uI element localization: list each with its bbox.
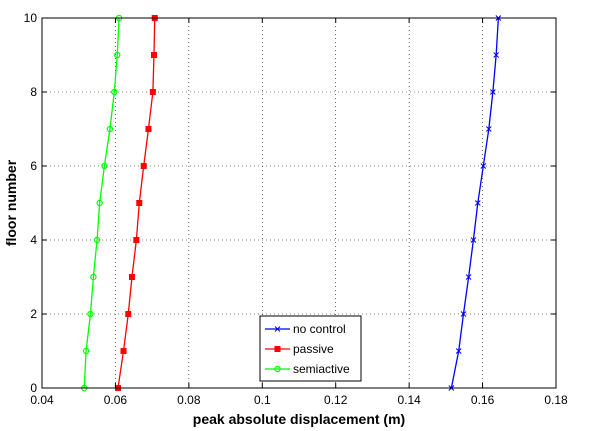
legend-marker-passive [274, 346, 281, 352]
x-tick-label: 0.08 [177, 393, 201, 407]
data-point-no-control [474, 200, 481, 206]
data-point-passive [120, 348, 127, 354]
y-tick-label: 6 [30, 159, 37, 173]
data-point-no-control [489, 89, 496, 95]
data-point-semiactive [87, 310, 94, 318]
data-point-semiactive [111, 88, 118, 96]
y-tick-label: 2 [30, 307, 37, 321]
y-tick-label: 0 [30, 381, 37, 395]
data-point-semiactive [90, 273, 97, 281]
y-tick-label: 4 [30, 233, 37, 247]
legend-label-semiactive: semiactive [293, 362, 350, 376]
data-point-passive [150, 52, 157, 58]
data-point-semiactive [101, 162, 108, 170]
data-point-no-control [493, 52, 500, 58]
y-tick-label: 8 [30, 85, 37, 99]
x-axis-label: peak absolute displacement (m) [193, 411, 405, 427]
data-point-passive [140, 163, 147, 169]
x-tick-label: 0.18 [544, 393, 568, 407]
data-point-semiactive [96, 199, 103, 207]
legend-label-passive: passive [293, 342, 334, 356]
x-tick-label: 0.04 [30, 393, 54, 407]
legend-marker-semiactive [274, 365, 281, 373]
data-point-passive [128, 274, 135, 280]
y-axis-ticks: 0 2 4 6 8 10 [24, 11, 556, 395]
y-axis-label: floor number [3, 159, 19, 246]
plot-frame [41, 17, 557, 389]
data-point-semiactive [93, 236, 101, 244]
data-point-no-control [465, 274, 472, 280]
series-line-semiactive [83, 17, 120, 389]
data-point-passive [149, 89, 156, 95]
x-axis-ticks: 0.04 0.06 0.08 0.1 0.12 0.14 0.16 0.18 [30, 18, 568, 407]
y-tick-label: 10 [24, 11, 38, 25]
data-point-passive [125, 311, 132, 317]
data-point-passive [136, 200, 143, 206]
legend-marker-no-control [274, 326, 281, 332]
data-point-no-control [480, 163, 487, 169]
x-tick-label: 0.06 [104, 393, 128, 407]
legend: no control passive semiactive [259, 315, 362, 382]
data-point-no-control [470, 237, 477, 243]
data-point-semiactive [106, 125, 114, 133]
x-tick-label: 0.16 [471, 393, 495, 407]
data-point-no-control [455, 348, 462, 354]
data-point-semiactive [114, 51, 121, 59]
x-tick-label: 0.12 [324, 393, 348, 407]
data-point-passive [145, 126, 152, 132]
data-point-semiactive [82, 347, 90, 355]
x-tick-label: 0.14 [397, 393, 421, 407]
data-point-no-control [485, 126, 492, 132]
x-tick-label: 0.1 [254, 393, 271, 407]
data-point-no-control [460, 311, 467, 317]
data-point-passive [133, 237, 140, 243]
legend-label-no-control: no control [293, 322, 346, 336]
